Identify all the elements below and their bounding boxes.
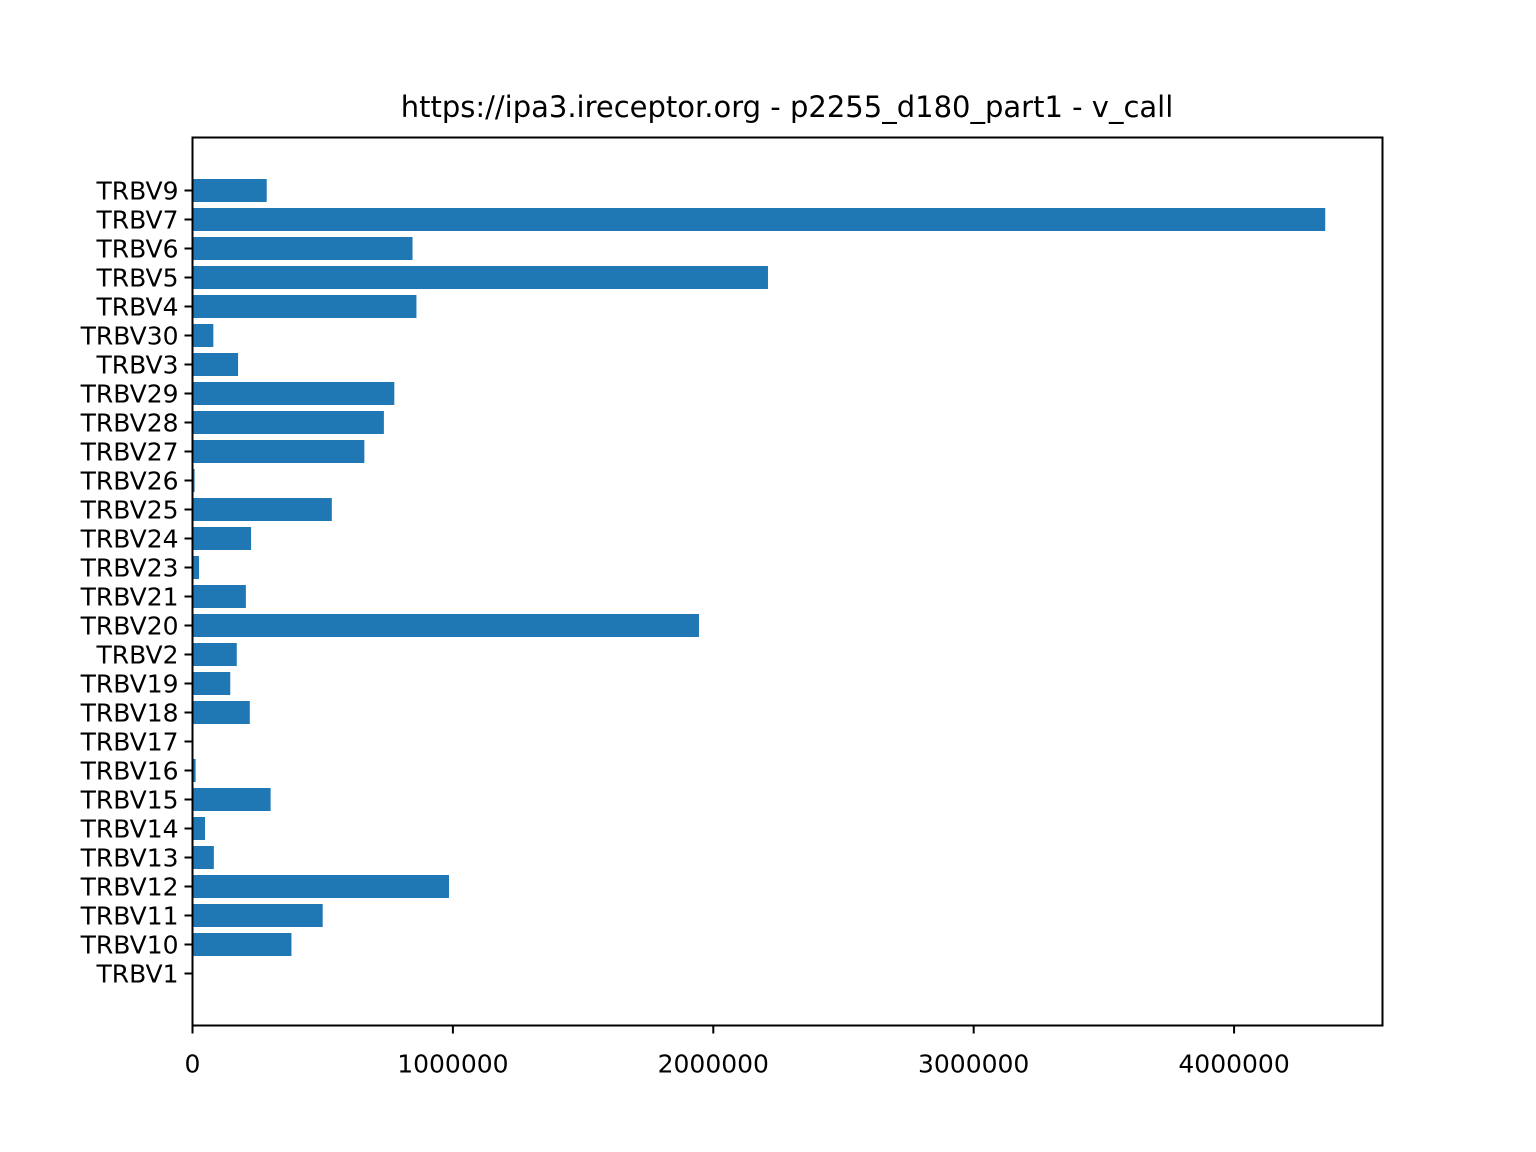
y-tick-label: TRBV20	[80, 612, 179, 641]
y-tick-label: TRBV18	[80, 699, 179, 728]
bars-group	[192, 179, 1326, 985]
y-tick-label: TRBV5	[95, 264, 178, 293]
bar-trbv14	[192, 817, 205, 840]
y-tick-label: TRBV30	[80, 322, 179, 351]
y-tick-label: TRBV12	[80, 873, 179, 902]
x-tick-label: 1000000	[397, 1050, 508, 1079]
bar-trbv6	[192, 237, 413, 260]
bar-trbv16	[192, 759, 196, 782]
y-tick-label: TRBV1	[95, 960, 178, 989]
y-tick-label: TRBV28	[80, 409, 179, 438]
x-tick-label: 2000000	[658, 1050, 769, 1079]
y-tick-label: TRBV13	[80, 844, 179, 873]
bar-trbv26	[192, 469, 195, 492]
bar-trbv23	[192, 556, 200, 579]
chart-title: https://ipa3.ireceptor.org - p2255_d180_…	[401, 90, 1174, 124]
bar-trbv13	[192, 846, 214, 869]
x-tick-label: 0	[185, 1050, 201, 1079]
bar-trbv25	[192, 498, 332, 521]
bar-trbv10	[192, 933, 292, 956]
y-tick-label: TRBV17	[80, 728, 179, 757]
y-tick-label: TRBV9	[95, 177, 178, 206]
y-tick-label: TRBV2	[95, 641, 178, 670]
y-tick-label: TRBV4	[95, 293, 178, 322]
bar-trbv11	[192, 904, 323, 927]
bar-trbv3	[192, 353, 239, 376]
x-tick-label: 3000000	[918, 1050, 1029, 1079]
plot-frame	[191, 136, 1384, 1027]
bar-trbv2	[192, 643, 237, 666]
bar-trbv24	[192, 527, 252, 550]
y-tick-label: TRBV6	[95, 235, 178, 264]
bar-trbv9	[192, 179, 267, 202]
y-tick-label: TRBV29	[80, 380, 179, 409]
y-tick-label: TRBV24	[80, 525, 179, 554]
y-tick-label: TRBV16	[80, 757, 179, 786]
bar-trbv5	[192, 266, 768, 289]
bar-trbv7	[192, 208, 1326, 231]
bar-trbv4	[192, 295, 417, 318]
x-tick-label: 4000000	[1178, 1050, 1289, 1079]
y-tick-label: TRBV27	[80, 438, 179, 467]
y-tick-label: TRBV19	[80, 670, 179, 699]
y-tick-label: TRBV11	[80, 902, 179, 931]
y-tick-label: TRBV3	[95, 351, 178, 380]
bar-trbv30	[192, 324, 214, 347]
bar-trbv15	[192, 788, 271, 811]
bar-trbv27	[192, 440, 365, 463]
bar-trbv18	[192, 701, 250, 724]
y-tick-label: TRBV7	[95, 206, 178, 235]
y-tick-label: TRBV26	[80, 467, 179, 496]
y-axis: TRBV1TRBV10TRBV11TRBV12TRBV13TRBV14TRBV1…	[80, 177, 193, 989]
x-axis: 0 1000000 2000000 3000000 4000000	[185, 1025, 1290, 1079]
y-tick-label: TRBV21	[80, 583, 179, 612]
bar-trbv21	[192, 585, 246, 608]
bar-trbv20	[192, 614, 699, 637]
bar-trbv28	[192, 411, 384, 434]
y-tick-label: TRBV15	[80, 786, 179, 815]
y-tick-label: TRBV14	[80, 815, 179, 844]
y-tick-label: TRBV23	[80, 554, 179, 583]
bar-trbv12	[192, 875, 449, 898]
bar-trbv19	[192, 672, 231, 695]
bar-trbv29	[192, 382, 395, 405]
y-tick-label: TRBV25	[80, 496, 179, 525]
y-tick-label: TRBV10	[80, 931, 179, 960]
